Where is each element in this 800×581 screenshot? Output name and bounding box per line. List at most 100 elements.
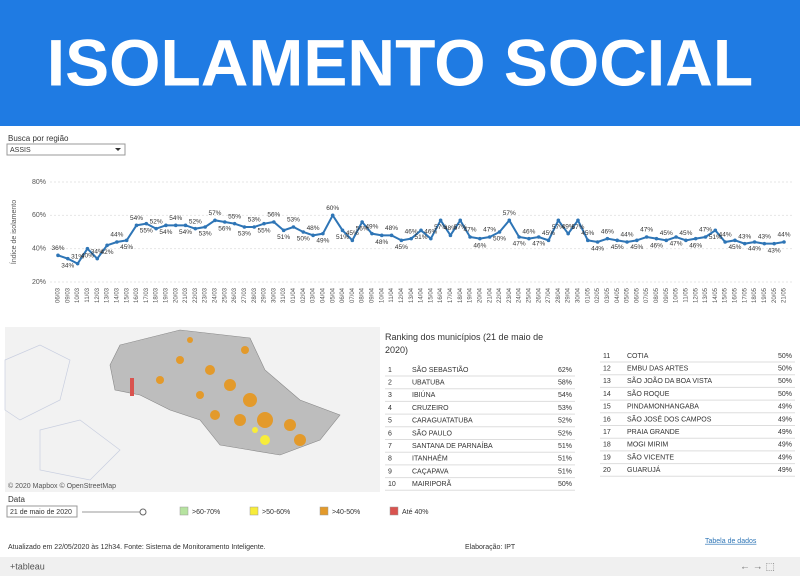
legend-label: >60-70% xyxy=(192,509,220,516)
x-tick-label: 07/05 xyxy=(644,287,650,303)
data-label: 57% xyxy=(503,210,516,217)
x-tick-label: 21/05 xyxy=(782,287,788,303)
x-tick-label: 09/03 xyxy=(65,287,71,303)
pct: 50% xyxy=(778,353,792,360)
x-tick-label: 13/05 xyxy=(703,287,709,303)
data-label: 43% xyxy=(758,233,771,240)
x-tick-label: 02/05 xyxy=(595,287,601,303)
data-label: 46% xyxy=(473,242,486,249)
x-tick-label: 27/03 xyxy=(242,287,248,303)
data-label: 45% xyxy=(679,230,692,237)
data-point xyxy=(203,225,207,229)
municipality: SÃO JOSÉ DOS CAMPOS xyxy=(627,414,712,423)
municipality: PRAIA GRANDE xyxy=(627,429,680,436)
data-point xyxy=(75,261,80,266)
data-label: 57% xyxy=(208,210,221,217)
data-label: 46% xyxy=(689,242,702,249)
data-label: 43% xyxy=(738,233,751,240)
x-tick-label: 10/04 xyxy=(379,287,385,303)
x-tick-label: 29/03 xyxy=(262,287,268,303)
x-tick-label: 01/05 xyxy=(585,287,591,303)
data-point xyxy=(605,236,610,241)
data-point xyxy=(429,236,433,241)
data-label: 34% xyxy=(61,262,74,269)
x-tick-label: 09/04 xyxy=(370,287,376,303)
pct: 51% xyxy=(558,443,572,450)
data-label: 45% xyxy=(120,244,133,251)
rank: 16 xyxy=(603,416,611,423)
data-label: 47% xyxy=(513,241,526,248)
x-tick-label: 14/03 xyxy=(114,287,120,303)
x-tick-label: 29/04 xyxy=(566,287,572,303)
data-label: 48% xyxy=(444,225,457,232)
rank: 6 xyxy=(388,430,392,437)
date-input[interactable] xyxy=(6,505,78,518)
data-label: 45% xyxy=(542,230,555,237)
data-label: 51% xyxy=(336,234,349,241)
municipality: UBATUBA xyxy=(412,380,445,387)
pct: 49% xyxy=(778,404,792,411)
x-tick-label: 12/05 xyxy=(693,287,699,303)
data-label: 54% xyxy=(179,229,192,236)
rank: 12 xyxy=(603,366,611,373)
pct: 54% xyxy=(558,392,572,399)
filter-dropdown[interactable] xyxy=(6,143,126,156)
x-tick-label: 16/03 xyxy=(134,287,140,303)
data-label: 36% xyxy=(51,245,64,252)
data-point xyxy=(213,218,217,223)
data-point xyxy=(164,223,168,228)
x-tick-label: 11/03 xyxy=(85,287,91,302)
pct: 49% xyxy=(778,467,792,474)
x-tick-label: 03/04 xyxy=(311,287,317,303)
x-tick-label: 18/05 xyxy=(752,287,758,303)
data-label: 47% xyxy=(483,227,496,234)
y-tick-label: 60% xyxy=(32,212,46,219)
tableau-bar xyxy=(0,557,800,576)
x-tick-label: 14/05 xyxy=(713,287,719,303)
data-label: 42% xyxy=(101,249,114,256)
data-point xyxy=(193,226,198,231)
data-point xyxy=(742,241,747,246)
data-point xyxy=(85,246,90,251)
data-point xyxy=(448,233,453,238)
data-table-link[interactable]: Tabela de dados xyxy=(705,538,757,545)
x-tick-label: 11/05 xyxy=(683,287,689,302)
municipality: IBIÚNA xyxy=(412,390,436,399)
map-regions xyxy=(156,337,306,446)
data-label: 47% xyxy=(640,227,653,234)
data-label: 44% xyxy=(748,246,761,253)
data-point xyxy=(674,235,678,239)
legend-swatch xyxy=(179,506,189,516)
data-label: 56% xyxy=(356,226,369,233)
data-label: 52% xyxy=(150,218,163,225)
x-tick-label: 20/04 xyxy=(477,287,483,303)
data-label: 57% xyxy=(571,224,584,231)
map-region-red xyxy=(130,378,134,396)
data-label: 56% xyxy=(218,226,231,233)
data-point xyxy=(409,236,413,241)
data-point xyxy=(350,238,355,243)
x-tick-label: 12/03 xyxy=(95,287,101,303)
data-point xyxy=(654,236,659,241)
data-point xyxy=(733,238,737,243)
x-tick-label: 15/03 xyxy=(124,287,130,303)
x-tick-label: 25/03 xyxy=(222,287,228,303)
footer-updated: Atualizado em 22/05/2020 às 12h34. Fonte… xyxy=(8,544,266,551)
data-point xyxy=(664,238,669,243)
x-tick-label: 14/04 xyxy=(419,287,425,303)
filter-value: ASSIS xyxy=(10,147,31,154)
x-tick-label: 04/04 xyxy=(320,287,326,303)
pct: 52% xyxy=(558,430,572,437)
x-tick-label: 06/05 xyxy=(634,287,640,303)
municipality: CAÇAPAVA xyxy=(412,468,449,475)
x-tick-label: 19/04 xyxy=(468,287,474,303)
date-value: 21 de maio de 2020 xyxy=(10,509,72,516)
data-label: 54% xyxy=(130,215,143,222)
rank: 13 xyxy=(603,378,611,385)
data-label: 48% xyxy=(307,225,320,232)
data-point xyxy=(134,223,139,228)
data-point xyxy=(487,235,492,239)
data-point xyxy=(399,238,404,243)
slider-handle[interactable] xyxy=(139,508,147,516)
data-point xyxy=(527,236,531,241)
